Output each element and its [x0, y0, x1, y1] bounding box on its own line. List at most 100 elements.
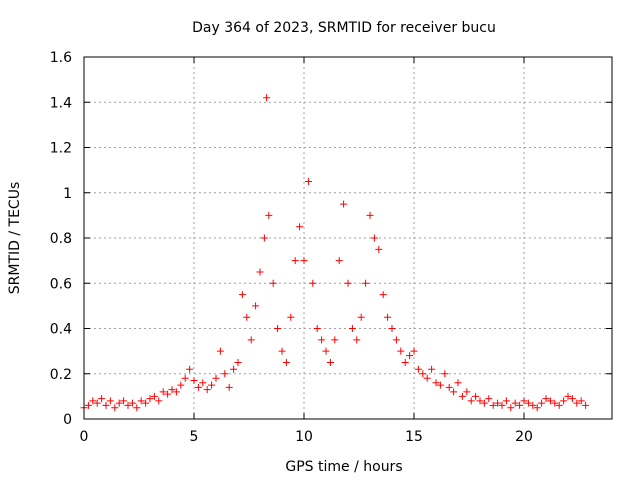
data-point	[225, 383, 233, 391]
data-point	[93, 399, 101, 407]
data-point	[304, 177, 312, 185]
data-point	[458, 392, 466, 400]
x-axis-title: GPS time / hours	[285, 459, 402, 475]
data-point	[159, 388, 167, 396]
x-tick-label: 10	[295, 429, 313, 445]
data-point	[366, 211, 374, 219]
grid	[84, 57, 612, 419]
y-tick-label: 0	[63, 412, 72, 428]
data-point	[511, 399, 519, 407]
data-point	[379, 291, 387, 299]
data-point	[335, 257, 343, 265]
data-point	[489, 401, 497, 409]
data-point	[137, 397, 145, 405]
data-point	[340, 200, 348, 208]
data-point	[582, 401, 590, 409]
data-point	[274, 325, 282, 332]
data-point	[410, 347, 418, 355]
data-point	[263, 94, 271, 102]
data-point	[199, 379, 207, 387]
data-point	[498, 401, 506, 409]
data-point	[362, 279, 370, 287]
data-point	[348, 325, 356, 332]
data-point	[296, 223, 304, 231]
data-point	[445, 383, 453, 391]
data-point	[115, 399, 123, 407]
data-point	[265, 211, 273, 219]
data-point	[428, 365, 436, 373]
data-point	[533, 404, 541, 412]
data-point	[168, 386, 176, 394]
data-point	[568, 395, 576, 403]
data-point	[542, 395, 550, 403]
data-point	[436, 381, 444, 389]
data-point	[384, 313, 392, 321]
data-point	[128, 399, 136, 407]
data-point	[269, 279, 277, 287]
data-point	[388, 325, 396, 332]
data-point	[238, 291, 246, 299]
data-point	[577, 397, 585, 405]
data-point	[538, 399, 546, 407]
data-point	[278, 347, 286, 355]
data-point	[326, 358, 334, 366]
data-point	[142, 399, 150, 407]
data-point	[467, 397, 475, 405]
y-tick-label: 0.4	[50, 322, 72, 338]
chart-title: Day 364 of 2023, SRMTID for receiver buc…	[192, 20, 496, 36]
data-point	[397, 347, 405, 355]
y-tick-label: 1.4	[50, 95, 72, 111]
axis-ticks: 0 0.2 0.4 0.6 0.8 1 1.2 1.4 1.6 0 5 10 15 20	[50, 50, 612, 445]
x-tick-label: 0	[80, 429, 89, 445]
data-point	[146, 395, 154, 403]
data-point	[353, 336, 361, 344]
data-point	[172, 388, 180, 396]
data-point	[124, 401, 132, 409]
data-point	[216, 347, 224, 355]
data-point	[546, 397, 554, 405]
data-point	[529, 401, 537, 409]
data-point	[150, 392, 158, 400]
y-tick-label: 1	[63, 186, 72, 202]
data-point	[181, 374, 189, 382]
data-point	[392, 336, 400, 344]
data-point	[322, 347, 330, 355]
data-point	[84, 401, 92, 409]
data-point	[291, 257, 299, 265]
data-point	[476, 397, 484, 405]
y-tick-label: 0.8	[50, 231, 72, 247]
data-point	[203, 386, 211, 394]
data-point	[221, 370, 229, 378]
data-point	[370, 234, 378, 242]
data-point	[573, 399, 581, 407]
data-points	[80, 94, 590, 412]
data-point	[300, 257, 308, 265]
data-point	[502, 397, 510, 405]
data-point	[344, 279, 352, 287]
data-point	[164, 390, 172, 398]
y-axis-title: SRMTID / TECUs	[7, 182, 23, 295]
data-point	[234, 358, 242, 366]
data-point	[414, 365, 422, 373]
data-point	[313, 325, 321, 332]
data-point	[419, 370, 427, 378]
data-point	[208, 381, 216, 389]
data-point	[98, 395, 106, 403]
data-point	[102, 401, 110, 409]
data-point	[260, 234, 268, 242]
x-tick-label: 20	[515, 429, 533, 445]
data-point	[282, 358, 290, 366]
data-point	[177, 381, 185, 389]
x-tick-label: 15	[405, 429, 423, 445]
data-point	[309, 279, 317, 287]
data-point	[524, 399, 532, 407]
data-point	[432, 379, 440, 387]
data-point	[406, 352, 414, 360]
data-point	[564, 392, 572, 400]
data-point	[120, 397, 128, 405]
data-point	[454, 379, 462, 387]
data-point	[256, 268, 264, 276]
data-point	[133, 404, 141, 412]
